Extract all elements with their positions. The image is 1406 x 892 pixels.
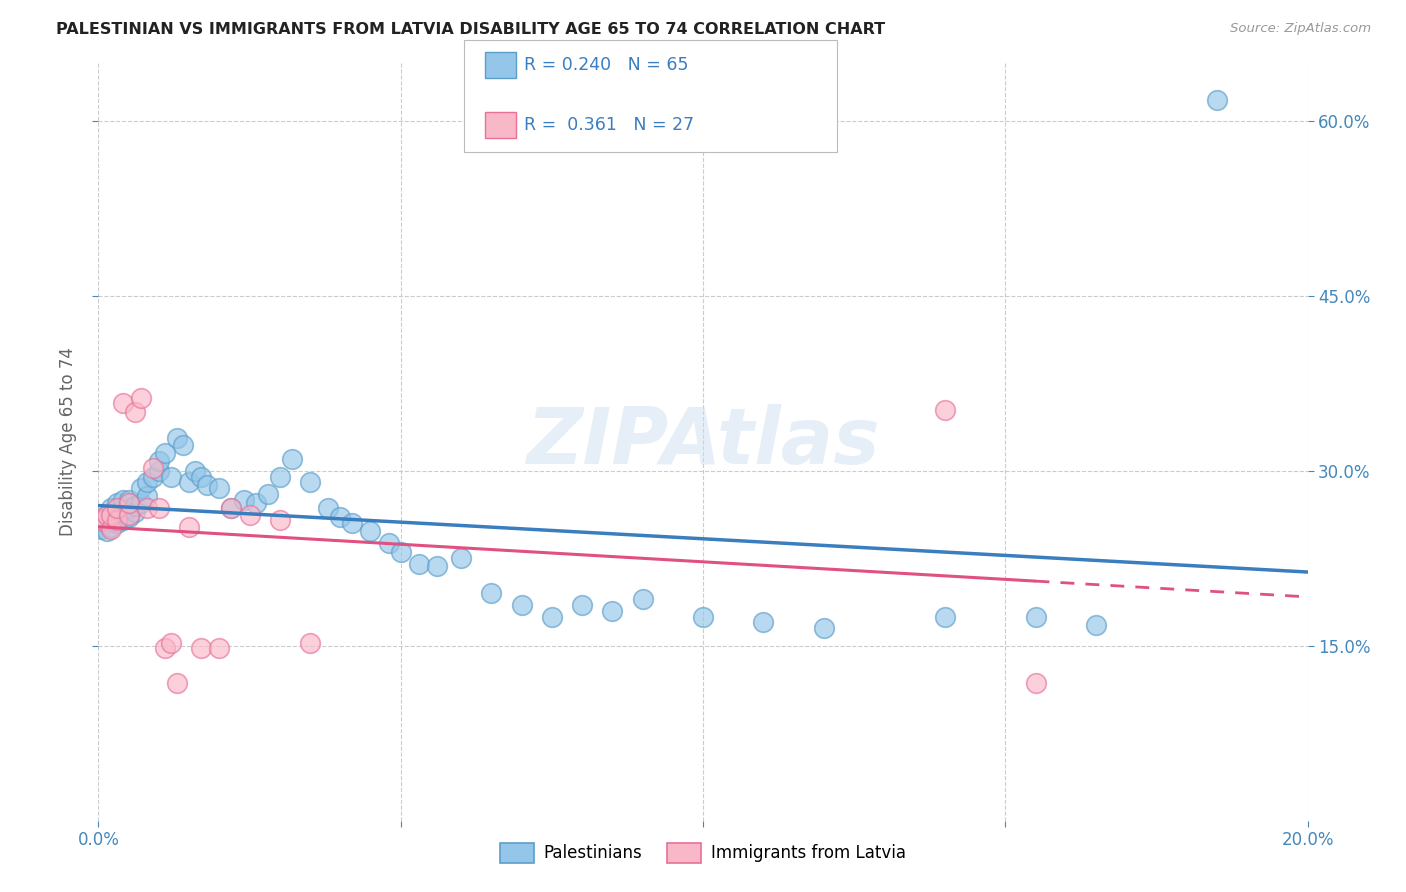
- Point: [1024, 609, 1046, 624]
- Text: ZIPAtlas: ZIPAtlas: [526, 403, 880, 480]
- Point: [111, 501, 134, 516]
- Point: [103, 513, 125, 527]
- Point: [1206, 93, 1229, 107]
- Point: [208, 481, 231, 495]
- Point: [105, 513, 128, 527]
- Point: [389, 545, 412, 559]
- Point: [239, 508, 262, 522]
- Point: [342, 516, 364, 531]
- Point: [232, 492, 254, 507]
- Point: [179, 475, 201, 490]
- Point: [135, 489, 157, 503]
- Y-axis label: Disability Age 65 to 74: Disability Age 65 to 74: [59, 347, 77, 536]
- Point: [510, 598, 533, 612]
- Point: [221, 501, 243, 516]
- Point: [752, 615, 775, 630]
- Point: [93, 513, 115, 527]
- Point: [221, 501, 243, 516]
- Point: [602, 604, 624, 618]
- Point: [90, 513, 112, 527]
- Point: [118, 496, 141, 510]
- Point: [96, 508, 118, 522]
- Text: PALESTINIAN VS IMMIGRANTS FROM LATVIA DISABILITY AGE 65 TO 74 CORRELATION CHART: PALESTINIAN VS IMMIGRANTS FROM LATVIA DI…: [56, 22, 886, 37]
- Point: [360, 524, 382, 539]
- Point: [105, 501, 128, 516]
- Point: [100, 519, 122, 533]
- Point: [631, 592, 654, 607]
- Point: [195, 477, 218, 491]
- Point: [408, 557, 430, 571]
- Point: [190, 469, 212, 483]
- Point: [124, 405, 146, 419]
- Point: [129, 392, 152, 406]
- Point: [160, 469, 183, 483]
- Point: [184, 464, 207, 478]
- Point: [269, 513, 291, 527]
- Point: [540, 609, 562, 624]
- Point: [377, 536, 399, 550]
- Point: [118, 501, 141, 516]
- Point: [142, 469, 165, 483]
- Point: [692, 609, 714, 624]
- Point: [245, 496, 267, 510]
- Point: [316, 501, 339, 516]
- Point: [129, 481, 152, 495]
- Point: [166, 676, 188, 690]
- Text: R =  0.361   N = 27: R = 0.361 N = 27: [524, 116, 695, 134]
- Point: [208, 640, 231, 655]
- Point: [135, 501, 157, 516]
- Point: [100, 508, 122, 522]
- Point: [1024, 676, 1046, 690]
- Point: [172, 438, 194, 452]
- Point: [100, 501, 122, 516]
- Point: [111, 492, 134, 507]
- Point: [96, 513, 118, 527]
- Point: [160, 636, 183, 650]
- Point: [100, 522, 122, 536]
- Point: [299, 636, 322, 650]
- Point: [118, 508, 141, 522]
- Point: [135, 475, 157, 490]
- Point: [329, 510, 352, 524]
- Point: [256, 487, 278, 501]
- Point: [166, 431, 188, 445]
- Point: [190, 640, 212, 655]
- Point: [105, 516, 128, 531]
- Point: [93, 510, 115, 524]
- Point: [111, 513, 134, 527]
- Point: [571, 598, 593, 612]
- Point: [124, 499, 146, 513]
- Point: [105, 496, 128, 510]
- Point: [93, 516, 115, 531]
- Point: [1085, 617, 1108, 632]
- Point: [179, 519, 201, 533]
- Point: [118, 510, 141, 524]
- Point: [450, 551, 472, 566]
- Point: [111, 396, 134, 410]
- Point: [269, 469, 291, 483]
- Point: [96, 524, 118, 539]
- Point: [281, 452, 304, 467]
- Point: [813, 621, 835, 635]
- Point: [153, 640, 176, 655]
- Point: [124, 504, 146, 518]
- Point: [129, 496, 152, 510]
- Point: [90, 522, 112, 536]
- Point: [148, 501, 170, 516]
- Point: [148, 464, 170, 478]
- Point: [105, 504, 128, 518]
- Point: [153, 446, 176, 460]
- Point: [426, 559, 449, 574]
- Point: [118, 492, 141, 507]
- Point: [148, 454, 170, 468]
- Point: [142, 461, 165, 475]
- Point: [299, 475, 322, 490]
- Point: [481, 586, 503, 600]
- Point: [100, 508, 122, 522]
- Text: Source: ZipAtlas.com: Source: ZipAtlas.com: [1230, 22, 1371, 36]
- Legend: Palestinians, Immigrants from Latvia: Palestinians, Immigrants from Latvia: [494, 837, 912, 869]
- Point: [934, 609, 956, 624]
- Text: R = 0.240   N = 65: R = 0.240 N = 65: [524, 56, 689, 74]
- Point: [934, 403, 956, 417]
